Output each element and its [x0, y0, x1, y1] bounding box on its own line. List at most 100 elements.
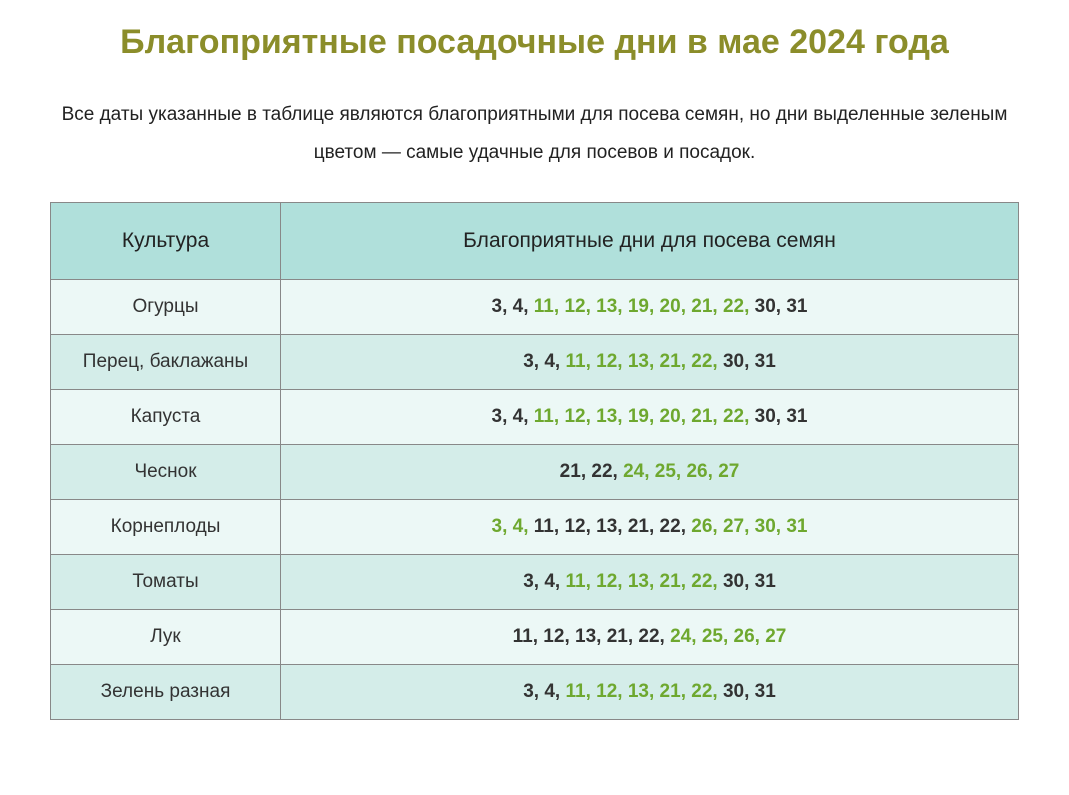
date-value: 22: [660, 516, 681, 537]
date-separator: ,: [617, 681, 628, 702]
date-separator: ,: [723, 626, 734, 647]
culture-cell: Чеснок: [51, 444, 281, 499]
date-value: 13: [628, 681, 649, 702]
planting-table: Культура Благоприятные дни для посева се…: [50, 202, 1019, 720]
page-subtitle: Все даты указанные в таблице являются бл…: [50, 96, 1019, 172]
date-separator: ,: [691, 626, 702, 647]
date-separator: ,: [555, 351, 566, 372]
date-separator: ,: [681, 571, 692, 592]
date-separator: ,: [617, 516, 628, 537]
date-separator: ,: [534, 571, 545, 592]
date-value: 30: [723, 351, 744, 372]
date-separator: ,: [755, 626, 766, 647]
date-value: 31: [786, 516, 807, 537]
date-separator: ,: [586, 351, 597, 372]
dates-cell: 21, 22, 24, 25, 26, 27: [281, 444, 1019, 499]
date-separator: ,: [681, 406, 692, 427]
date-value: 11: [565, 571, 585, 592]
date-separator: ,: [660, 626, 671, 647]
date-value: 12: [596, 351, 617, 372]
date-value: 11: [534, 296, 554, 317]
culture-cell: Томаты: [51, 554, 281, 609]
date-separator: ,: [564, 626, 575, 647]
page-title: Благоприятные посадочные дни в мае 2024 …: [50, 20, 1019, 66]
date-separator: ,: [649, 516, 660, 537]
date-separator: ,: [744, 406, 755, 427]
table-row: Зелень разная3, 4, 11, 12, 13, 21, 22, 3…: [51, 664, 1019, 719]
date-separator: ,: [502, 296, 513, 317]
table-row: Лук11, 12, 13, 21, 22, 24, 25, 26, 27: [51, 609, 1019, 664]
date-separator: ,: [523, 406, 534, 427]
date-value: 30: [755, 296, 776, 317]
date-value: 20: [660, 296, 681, 317]
date-value: 3: [523, 351, 534, 372]
date-value: 30: [723, 571, 744, 592]
date-value: 20: [660, 406, 681, 427]
date-value: 22: [723, 406, 744, 427]
date-separator: ,: [649, 296, 660, 317]
date-separator: ,: [676, 461, 687, 482]
date-value: 12: [564, 296, 585, 317]
date-value: 19: [628, 296, 649, 317]
date-separator: ,: [712, 571, 723, 592]
date-value: 26: [734, 626, 755, 647]
date-separator: ,: [586, 296, 597, 317]
culture-cell: Перец, баклажаны: [51, 334, 281, 389]
table-row: Капуста3, 4, 11, 12, 13, 19, 20, 21, 22,…: [51, 389, 1019, 444]
date-separator: ,: [586, 571, 597, 592]
date-value: 3: [523, 681, 534, 702]
date-value: 11: [565, 681, 585, 702]
date-separator: ,: [617, 296, 628, 317]
date-value: 4: [513, 296, 524, 317]
date-value: 31: [755, 681, 776, 702]
date-separator: ,: [502, 406, 513, 427]
date-separator: ,: [555, 681, 566, 702]
table-row: Перец, баклажаны3, 4, 11, 12, 13, 21, 22…: [51, 334, 1019, 389]
date-separator: ,: [554, 406, 565, 427]
date-value: 21: [691, 296, 712, 317]
date-value: 25: [655, 461, 676, 482]
date-value: 4: [544, 681, 555, 702]
date-value: 30: [723, 681, 744, 702]
date-value: 21: [660, 351, 681, 372]
table-row: Огурцы3, 4, 11, 12, 13, 19, 20, 21, 22, …: [51, 279, 1019, 334]
date-separator: ,: [649, 681, 660, 702]
date-separator: ,: [776, 296, 787, 317]
date-separator: ,: [744, 516, 755, 537]
date-separator: ,: [502, 516, 513, 537]
date-separator: ,: [712, 351, 723, 372]
date-separator: ,: [554, 516, 565, 537]
date-separator: ,: [534, 681, 545, 702]
table-row: Томаты3, 4, 11, 12, 13, 21, 22, 30, 31: [51, 554, 1019, 609]
date-value: 19: [628, 406, 649, 427]
date-separator: ,: [712, 681, 723, 702]
date-separator: ,: [712, 296, 723, 317]
date-value: 13: [628, 351, 649, 372]
culture-cell: Капуста: [51, 389, 281, 444]
date-value: 21: [628, 516, 649, 537]
date-separator: ,: [744, 571, 755, 592]
date-value: 26: [691, 516, 712, 537]
date-separator: ,: [649, 351, 660, 372]
culture-cell: Зелень разная: [51, 664, 281, 719]
header-culture: Культура: [51, 202, 281, 279]
date-value: 30: [755, 516, 776, 537]
dates-cell: 11, 12, 13, 21, 22, 24, 25, 26, 27: [281, 609, 1019, 664]
date-value: 31: [786, 296, 807, 317]
date-separator: ,: [613, 461, 624, 482]
dates-cell: 3, 4, 11, 12, 13, 21, 22, 26, 27, 30, 31: [281, 499, 1019, 554]
date-separator: ,: [617, 351, 628, 372]
dates-cell: 3, 4, 11, 12, 13, 21, 22, 30, 31: [281, 664, 1019, 719]
date-value: 26: [686, 461, 707, 482]
date-value: 13: [596, 516, 617, 537]
date-separator: ,: [534, 351, 545, 372]
date-value: 11: [534, 516, 554, 537]
date-value: 27: [718, 461, 739, 482]
date-value: 4: [544, 571, 555, 592]
date-value: 22: [638, 626, 659, 647]
date-value: 27: [765, 626, 786, 647]
date-separator: ,: [628, 626, 639, 647]
culture-cell: Огурцы: [51, 279, 281, 334]
table-row: Корнеплоды3, 4, 11, 12, 13, 21, 22, 26, …: [51, 499, 1019, 554]
date-separator: ,: [581, 461, 592, 482]
